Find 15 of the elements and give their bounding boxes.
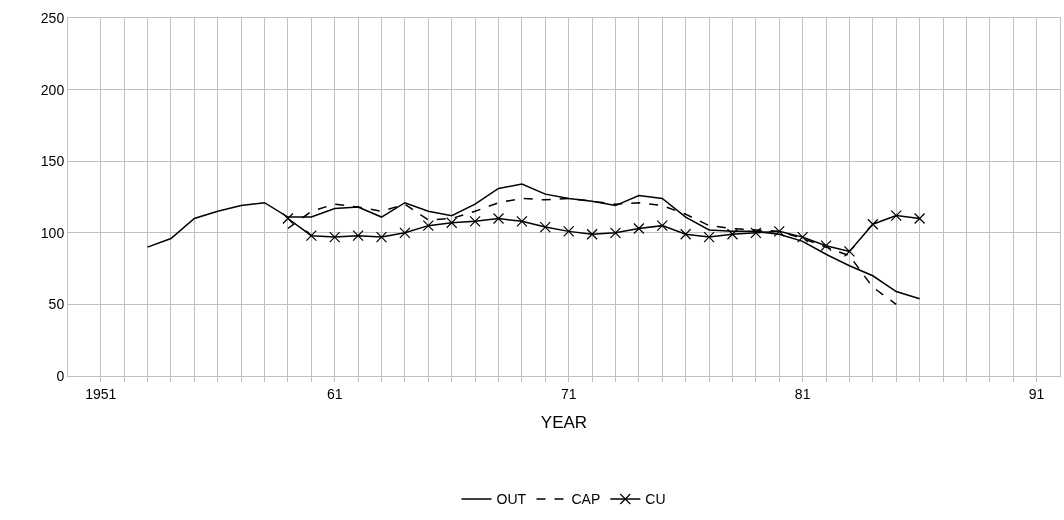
y-tick-label: 200	[40, 81, 65, 98]
x-axis-title: YEAR	[540, 413, 588, 433]
x-tick-label: 81	[794, 385, 811, 402]
y-tick-label: 100	[40, 224, 65, 241]
legend-label: CU	[645, 491, 666, 508]
x-tick-label: 61	[326, 385, 343, 402]
legend-label: CAP	[571, 491, 601, 508]
y-tick-label: 50	[48, 296, 65, 313]
y-tick-label: 150	[40, 153, 65, 170]
legend-label: OUT	[496, 491, 527, 508]
x-tick-label: 91	[1028, 385, 1045, 402]
y-tick-label: 250	[40, 9, 65, 26]
x-tick-label: 71	[560, 385, 577, 402]
y-tick-label: 0	[56, 367, 65, 384]
x-tick-label: 1951	[85, 385, 117, 402]
